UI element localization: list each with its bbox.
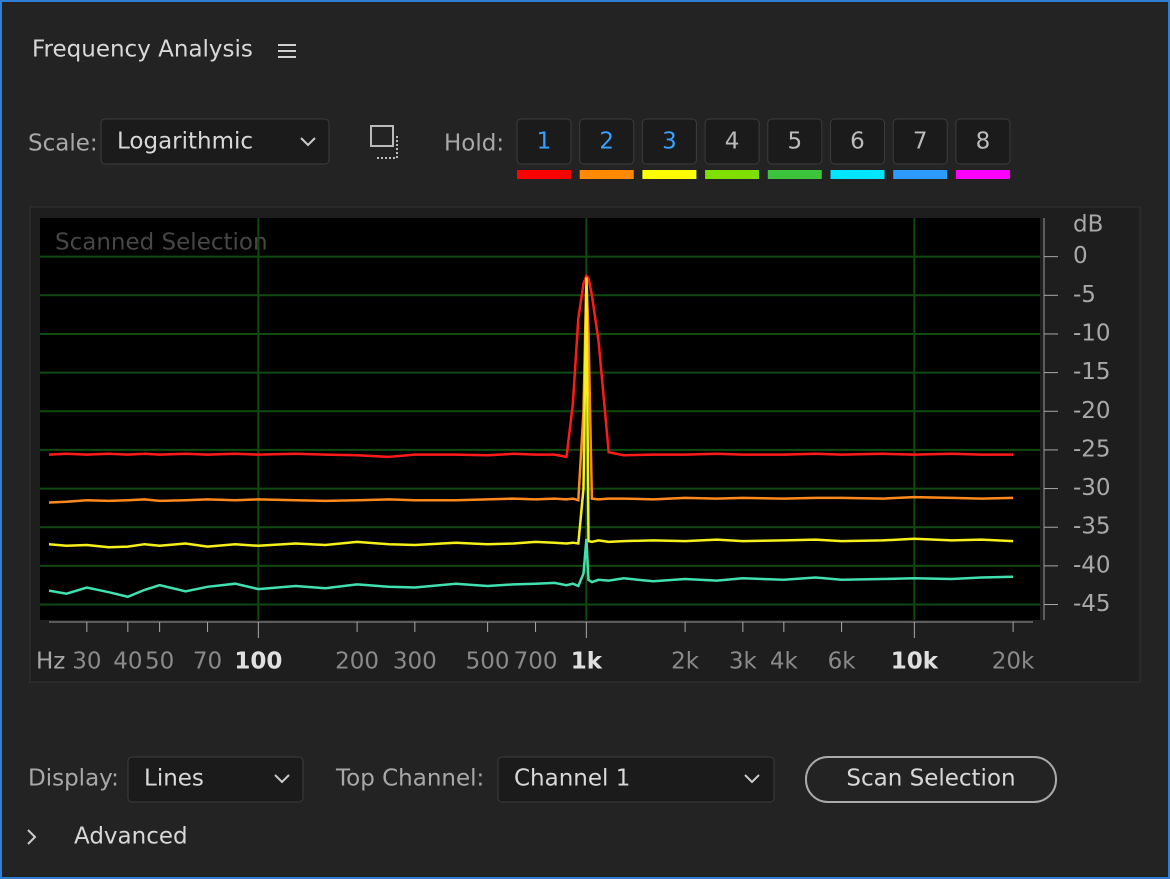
- hold-button-label: 6: [850, 129, 865, 155]
- y-tick-label: -20: [1073, 398, 1111, 424]
- scale-value: Logarithmic: [117, 129, 253, 155]
- hold-button[interactable]: 8: [955, 118, 1011, 165]
- hold-color-swatch: [642, 170, 697, 179]
- panel-title: Frequency Analysis: [32, 37, 253, 63]
- hold-button-label: 4: [725, 129, 740, 155]
- hold-color-swatch: [517, 170, 571, 179]
- hold-button[interactable]: 2: [579, 118, 635, 165]
- scale-label: Scale:: [28, 131, 98, 157]
- hold-label: Hold:: [444, 131, 504, 157]
- x-tick-label: 20k: [992, 649, 1035, 675]
- hold-button-box: [830, 118, 885, 165]
- hold-button-label: 5: [787, 129, 802, 155]
- hold-button-box: [955, 118, 1011, 165]
- x-tick-label: 4k: [770, 649, 799, 675]
- hold-color-swatch: [830, 170, 885, 179]
- x-tick-label: 50: [145, 649, 174, 675]
- x-tick-label: 40: [113, 649, 142, 675]
- hold-button[interactable]: 7: [892, 118, 948, 165]
- y-tick-label: -35: [1073, 514, 1111, 540]
- display-value: Lines: [144, 766, 204, 792]
- hold-button-box: [704, 118, 760, 165]
- hold-button-box: [641, 118, 697, 165]
- advanced-label[interactable]: Advanced: [74, 824, 188, 850]
- y-tick-label: -30: [1073, 475, 1111, 501]
- hold-button-box: [892, 118, 948, 165]
- x-tick-label: 30: [72, 649, 101, 675]
- channel-dropdown[interactable]: Channel 1: [497, 756, 775, 803]
- spectrum-line: [48, 538, 1014, 599]
- y-tick-label: -45: [1073, 591, 1111, 617]
- hold-color-swatch: [705, 170, 760, 179]
- hold-button-label: 1: [537, 129, 552, 155]
- display-dropdown[interactable]: Lines: [127, 756, 304, 803]
- y-tick-label: 0: [1073, 243, 1088, 269]
- y-tick-label: -5: [1073, 282, 1096, 308]
- scale-dropdown[interactable]: Logarithmic: [100, 118, 330, 165]
- x-tick-label: 2k: [671, 649, 700, 675]
- hold-button[interactable]: 1: [516, 118, 572, 165]
- x-tick-label: 200: [335, 649, 379, 675]
- hold-button-box: [516, 118, 572, 165]
- hold-button-label: 3: [662, 129, 677, 155]
- hold-button[interactable]: 6: [830, 118, 885, 165]
- hold-button[interactable]: 3: [641, 118, 697, 165]
- hold-button[interactable]: 4: [704, 118, 760, 165]
- hold-button-box: [579, 118, 635, 165]
- x-tick-label: 300: [393, 649, 437, 675]
- y-unit: dB: [1073, 212, 1103, 238]
- panel-menu[interactable]: [278, 44, 296, 58]
- y-tick-label: -40: [1073, 552, 1111, 578]
- hold-color-swatch: [767, 170, 822, 179]
- spectrum-line: [48, 273, 1014, 459]
- plot-area: [40, 218, 1040, 620]
- channel-label: Top Channel:: [335, 766, 484, 792]
- scan-selection-button[interactable]: Scan Selection: [805, 756, 1057, 803]
- x-tick-label: 6k: [828, 649, 857, 675]
- advanced-chevron[interactable]: [27, 829, 37, 845]
- hold-buttons: 1 2 3 4 5 6 7 8: [516, 118, 1011, 179]
- hold-button-label: 2: [599, 129, 614, 155]
- spectrum-line: [48, 276, 1014, 504]
- zoom-icon[interactable]: [370, 125, 398, 159]
- channel-value: Channel 1: [514, 766, 630, 792]
- hold-color-swatch: [955, 170, 1010, 179]
- hold-button-label: 8: [976, 129, 991, 155]
- y-tick-label: -15: [1073, 359, 1111, 385]
- x-tick-label: 700: [514, 649, 558, 675]
- x-tick-label: 3k: [729, 649, 758, 675]
- plot-annotation: Scanned Selection: [55, 230, 268, 256]
- x-tick-label: 70: [193, 649, 222, 675]
- display-label: Display:: [28, 766, 119, 792]
- x-tick-label: 10k: [891, 649, 939, 675]
- x-unit: Hz: [36, 649, 65, 675]
- spectrum-line: [48, 278, 1014, 549]
- hold-color-swatch: [579, 170, 634, 179]
- hold-color-swatch: [893, 170, 948, 179]
- hold-button[interactable]: 5: [767, 118, 823, 165]
- scan-selection-text: Scan Selection: [846, 766, 1015, 792]
- y-tick-label: -25: [1073, 436, 1111, 462]
- x-tick-label: 500: [466, 649, 510, 675]
- hold-button-box: [767, 118, 823, 165]
- x-tick-label: 1k: [571, 649, 603, 675]
- x-tick-label: 100: [234, 649, 282, 675]
- spectrum-chart: 0 -5 -10 -15 -20 -25 -30 -35 -40 -45 30 40 50 70 100 20…: [40, 218, 1111, 675]
- hold-button-label: 7: [913, 129, 928, 155]
- y-tick-label: -10: [1073, 320, 1111, 346]
